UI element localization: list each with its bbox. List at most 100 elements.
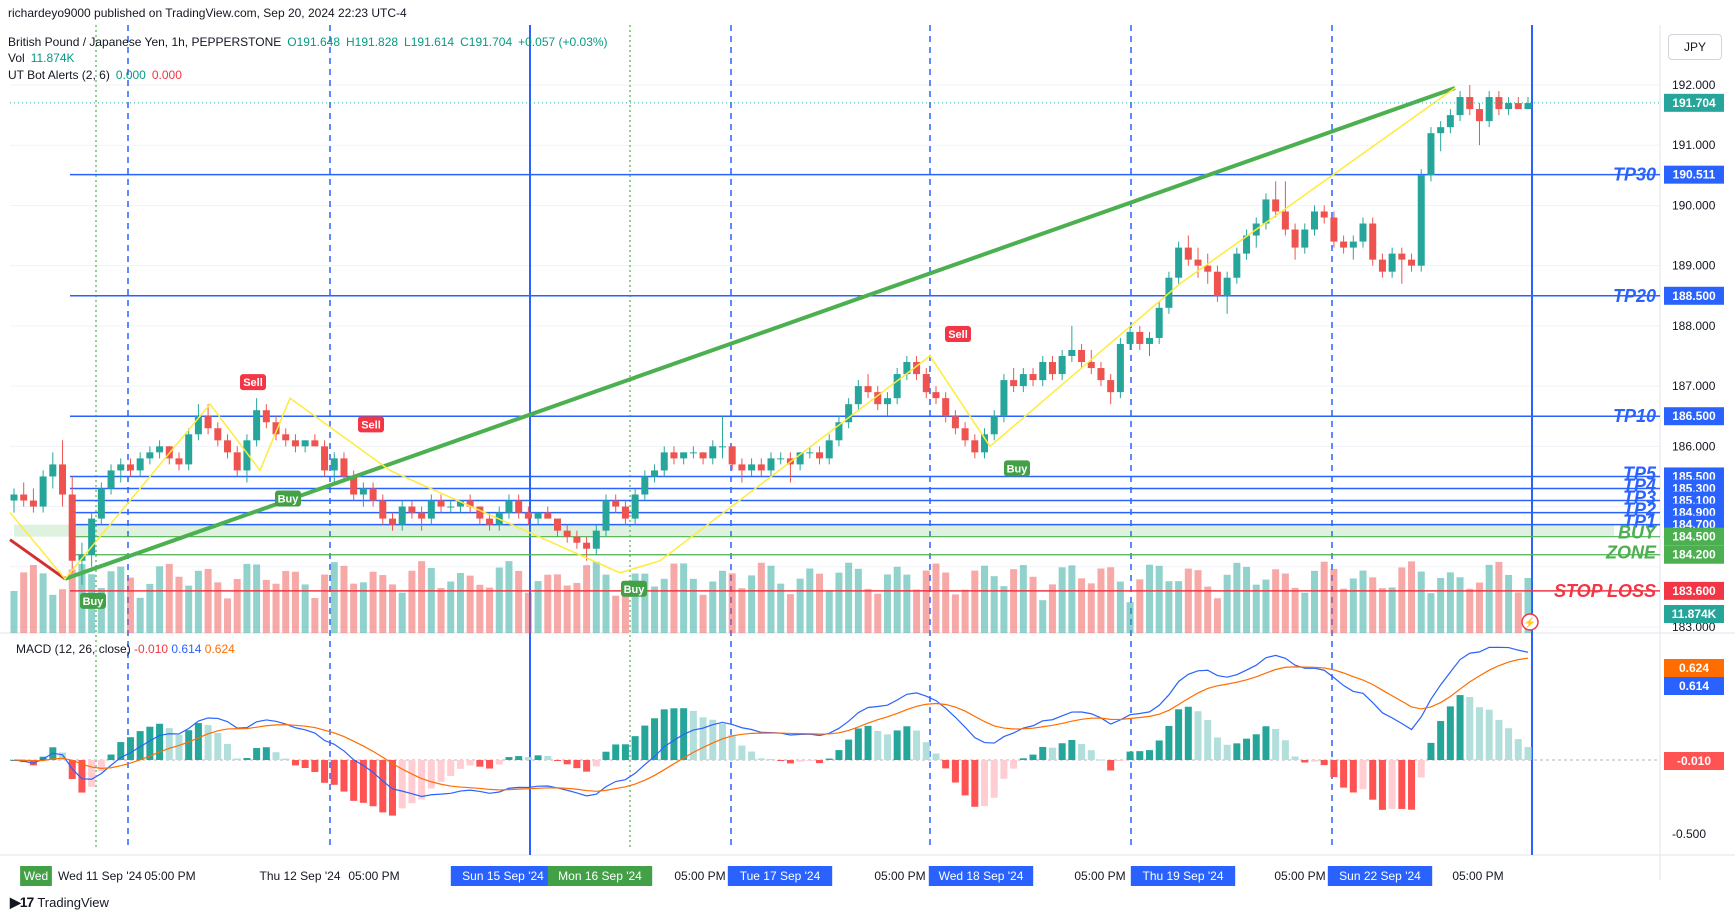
volume-bar	[447, 581, 455, 633]
macd-hist-bar	[718, 723, 726, 760]
time-tick-label: Wed	[24, 869, 48, 883]
macd-hist-bar	[670, 708, 678, 760]
current-price-text: 191.704	[1672, 96, 1716, 110]
volume-bar	[1291, 587, 1299, 633]
macd-line-value: 0.614	[171, 642, 202, 656]
volume-bar	[185, 585, 193, 633]
candle-body	[321, 446, 329, 471]
volume-bar	[981, 565, 989, 633]
macd-hist-bar	[553, 760, 561, 761]
currency-button[interactable]: JPY	[1668, 34, 1722, 60]
volume-tag	[1664, 605, 1724, 623]
signal-text: Sell	[948, 329, 968, 341]
candle-body	[1301, 229, 1309, 248]
volume-bar	[107, 571, 115, 633]
candle-body	[330, 458, 338, 471]
candle-body	[1175, 247, 1183, 278]
macd-hist-bar	[544, 755, 552, 760]
candle-body	[1116, 343, 1124, 393]
candle-body	[680, 452, 688, 459]
macd-hist-bar	[175, 734, 183, 760]
candle-body	[359, 488, 367, 495]
signal-text: Sell	[243, 377, 263, 389]
candle-body	[291, 440, 299, 447]
candle-body	[612, 500, 620, 507]
candle-body	[1048, 362, 1056, 375]
signal-badge	[358, 416, 384, 433]
volume-bar	[1505, 574, 1513, 633]
signal-badge	[275, 490, 301, 507]
lightning-icon	[1521, 613, 1539, 631]
volume-bar	[321, 574, 329, 633]
candle-body	[49, 464, 57, 477]
volume-bar	[913, 589, 921, 633]
macd-hist-bar	[1000, 760, 1008, 779]
macd-hist-bar	[1281, 740, 1289, 760]
volume-bar	[1417, 571, 1425, 633]
open-value: O191.648	[287, 35, 340, 49]
macd-hist-bar	[1485, 709, 1493, 760]
candle-body	[398, 506, 406, 525]
macd-hist-bar	[418, 760, 426, 800]
volume-bar	[1252, 584, 1260, 633]
candle-body	[631, 494, 639, 519]
macd-hist-bar	[59, 752, 67, 760]
macd-hist-bar	[738, 745, 746, 760]
macd-hist-bar	[922, 742, 930, 760]
time-tick-label: Thu 19 Sep '24	[1142, 869, 1223, 883]
macd-hist-bar	[709, 719, 717, 760]
volume-bar	[709, 581, 717, 633]
macd-hist-bar	[689, 710, 697, 760]
volume-bar	[592, 561, 600, 633]
candle-body	[864, 386, 872, 393]
volume-bar	[563, 585, 571, 633]
candle-body	[1408, 259, 1416, 266]
candle-body	[544, 512, 552, 519]
candle-body	[379, 500, 387, 519]
candle-body	[1262, 199, 1270, 224]
volume-bar	[495, 567, 503, 633]
volume-bar	[718, 570, 726, 633]
candle-body	[505, 500, 513, 513]
volume-bar	[612, 595, 620, 633]
macd-hist-bar	[1398, 760, 1406, 809]
candle-body	[136, 458, 144, 471]
current-price-tag	[1664, 93, 1724, 112]
macd-hist-tag-text: -0.010	[1677, 754, 1711, 768]
volume-bar	[1204, 586, 1212, 633]
candle-body	[1456, 97, 1464, 116]
candle-body	[757, 464, 765, 471]
volume-bar	[136, 597, 144, 633]
volume-bar	[893, 566, 901, 633]
candle-body	[563, 530, 571, 537]
candle-body	[777, 458, 785, 460]
level-label: TP1	[1623, 512, 1656, 532]
ut-bot-legend: UT Bot Alerts (2, 6) 0.000 0.000	[8, 68, 188, 82]
volume-bar	[641, 573, 649, 633]
volume-bar	[1524, 577, 1532, 633]
level-price-text: 183.600	[1672, 584, 1716, 598]
volume-bar	[748, 575, 756, 633]
macd-hist-bar	[117, 742, 125, 760]
volume-bar	[29, 565, 37, 633]
macd-hist-bar	[1039, 746, 1047, 760]
macd-hist-bar	[1446, 706, 1454, 760]
candle-body	[981, 434, 989, 453]
volume-bar	[369, 571, 377, 633]
volume-bar	[243, 563, 251, 633]
volume-bar	[835, 572, 843, 633]
macd-hist-bar	[534, 755, 542, 760]
candle-body	[534, 512, 542, 519]
price-tick-label: 188.000	[1672, 319, 1716, 333]
macd-hist-bar	[835, 750, 843, 760]
volume-bar	[544, 574, 552, 633]
level-label: TP30	[1613, 165, 1656, 185]
level-price-tag	[1664, 581, 1724, 600]
time-axis: Wed Wed 11 Sep '24 05:00 PM Thu 12 Sep '24 0…	[20, 866, 1504, 886]
volume-bar	[1068, 565, 1076, 633]
macd-hist-bar	[1466, 696, 1474, 760]
volume-bar	[515, 570, 523, 633]
volume-bar	[389, 584, 396, 633]
